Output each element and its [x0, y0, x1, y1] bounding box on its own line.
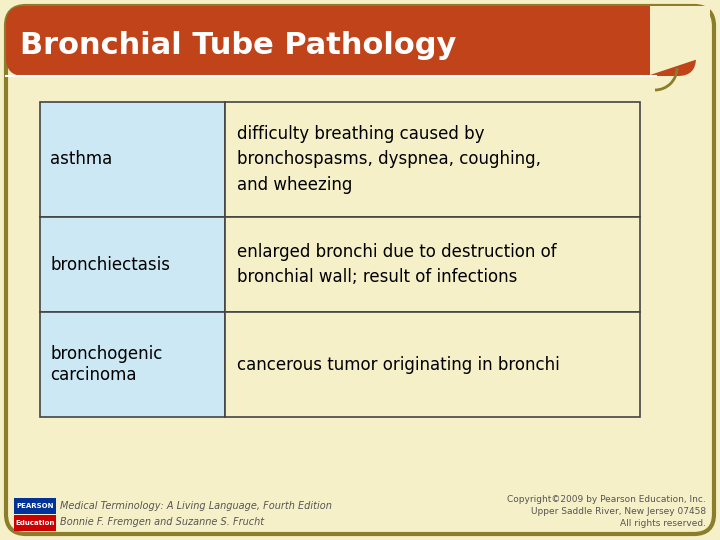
Text: asthma: asthma — [50, 151, 112, 168]
FancyBboxPatch shape — [225, 217, 640, 312]
Text: Copyright©2009 by Pearson Education, Inc.: Copyright©2009 by Pearson Education, Inc… — [508, 496, 706, 504]
Text: Medical Terminology: A Living Language, Fourth Edition: Medical Terminology: A Living Language, … — [60, 501, 332, 511]
Text: bronchogenic
carcinoma: bronchogenic carcinoma — [50, 345, 163, 384]
FancyBboxPatch shape — [40, 217, 225, 312]
Text: Bonnie F. Fremgen and Suzanne S. Frucht: Bonnie F. Fremgen and Suzanne S. Frucht — [60, 517, 264, 527]
Text: difficulty breathing caused by
bronchospasms, dyspnea, coughing,
and wheezing: difficulty breathing caused by bronchosp… — [237, 125, 541, 194]
Text: Upper Saddle River, New Jersey 07458: Upper Saddle River, New Jersey 07458 — [531, 508, 706, 516]
FancyBboxPatch shape — [40, 312, 225, 417]
Text: cancerous tumor originating in bronchi: cancerous tumor originating in bronchi — [237, 355, 559, 374]
Text: Education: Education — [15, 520, 55, 526]
Text: All rights reserved.: All rights reserved. — [620, 519, 706, 529]
Text: Bronchial Tube Pathology: Bronchial Tube Pathology — [20, 31, 456, 60]
FancyBboxPatch shape — [225, 102, 640, 217]
FancyBboxPatch shape — [14, 515, 56, 531]
Text: bronchiectasis: bronchiectasis — [50, 255, 170, 273]
Text: PEARSON: PEARSON — [17, 503, 54, 509]
FancyBboxPatch shape — [40, 102, 225, 217]
Polygon shape — [650, 6, 710, 75]
FancyBboxPatch shape — [225, 312, 640, 417]
FancyBboxPatch shape — [6, 6, 714, 534]
FancyBboxPatch shape — [14, 498, 56, 514]
Text: enlarged bronchi due to destruction of
bronchial wall; result of infections: enlarged bronchi due to destruction of b… — [237, 242, 557, 286]
FancyBboxPatch shape — [6, 6, 696, 76]
